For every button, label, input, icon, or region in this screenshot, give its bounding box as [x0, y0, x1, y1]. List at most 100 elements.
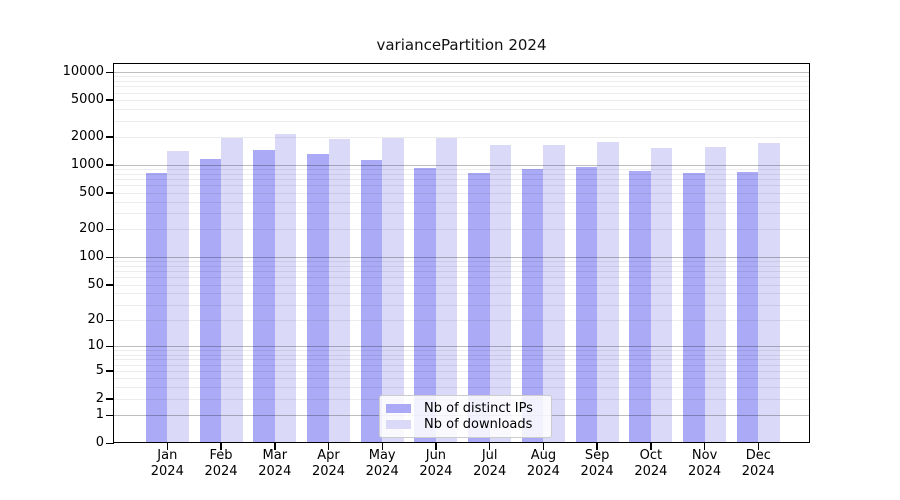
gridline-major — [114, 164, 809, 166]
gridline-minor — [114, 229, 809, 231]
bar-downloads — [758, 142, 780, 442]
x-tick-label-month: Dec — [745, 448, 771, 463]
gridline-minor — [114, 261, 809, 263]
x-tick-label-month: Apr — [317, 448, 340, 463]
gridline-minor — [114, 168, 809, 170]
bar-downloads — [274, 133, 297, 442]
x-tick-label: May 2024 — [352, 448, 412, 479]
y-tick-label: 100 — [79, 249, 104, 265]
y-tick-mark — [106, 136, 114, 138]
gridline-minor — [114, 76, 809, 78]
gridline-minor — [114, 185, 809, 187]
bar-distinct-ips — [468, 173, 490, 442]
x-tick-label-month: Aug — [530, 448, 557, 463]
gridline-minor — [114, 293, 809, 295]
bar-distinct-ips — [307, 154, 329, 442]
gridline-major — [114, 72, 809, 73]
x-tick-label: Nov 2024 — [675, 448, 735, 479]
gridline-minor — [114, 192, 809, 194]
x-tick-label-year: 2024 — [580, 463, 614, 479]
x-tick-mark — [757, 442, 760, 450]
y-tick-label: 0 — [95, 435, 104, 450]
gridline-minor — [114, 81, 809, 82]
gridline-minor — [114, 136, 809, 138]
x-tick-label-year: 2024 — [634, 463, 668, 479]
x-tick-label-month: Jan — [157, 448, 178, 463]
x-tick-label-year: 2024 — [311, 463, 346, 479]
y-tick-label: 20 — [87, 312, 104, 328]
bar-downloads — [435, 137, 458, 442]
x-tick-label-year: 2024 — [741, 463, 775, 479]
y-tick-label: 500 — [79, 184, 104, 200]
x-tick-mark — [274, 442, 276, 450]
legend-label: Nb of downloads — [424, 417, 533, 433]
x-tick-label: Jan 2024 — [137, 448, 197, 479]
gridline-minor — [114, 99, 809, 101]
x-tick-mark — [488, 442, 491, 450]
legend-swatch-distinct-ips — [386, 403, 411, 413]
y-tick-label: 5 — [95, 362, 104, 378]
gridline-minor — [114, 271, 809, 273]
y-tick-label: 5000 — [70, 91, 104, 107]
x-tick-mark — [596, 442, 598, 450]
bar-downloads — [543, 144, 565, 442]
bar-downloads — [704, 147, 727, 442]
y-tick-mark — [106, 164, 114, 166]
y-tick-label: 2000 — [70, 128, 104, 144]
x-tick-label-month: Mar — [262, 448, 288, 463]
y-tick-label: 2 — [95, 390, 104, 406]
x-tick-label-year: 2024 — [526, 463, 560, 479]
gridline-minor — [114, 364, 809, 366]
x-tick-label-month: Oct — [639, 448, 663, 463]
gridline-major — [114, 257, 809, 259]
y-tick-mark — [106, 228, 114, 231]
gridline-minor — [114, 387, 809, 389]
y-tick-label: 10000 — [62, 64, 104, 79]
y-tick-mark — [106, 192, 114, 194]
x-tick-mark — [327, 442, 330, 450]
x-tick-mark — [435, 442, 437, 450]
x-tick-label: Sep 2024 — [567, 448, 627, 479]
y-tick-mark — [106, 99, 114, 101]
gridline-minor — [114, 378, 809, 380]
gridline-minor — [114, 108, 809, 110]
gridline-minor — [114, 277, 809, 279]
x-tick-mark — [542, 442, 545, 450]
bar-distinct-ips — [253, 150, 275, 442]
gridline-minor — [114, 370, 809, 372]
x-tick-label-month: May — [368, 448, 396, 463]
y-tick-mark — [106, 71, 114, 73]
bar-downloads — [167, 151, 189, 442]
legend-swatch-downloads — [386, 420, 411, 430]
x-tick-label-year: 2024 — [204, 463, 238, 479]
legend: Nb of distinct IPs Nb of downloads — [379, 395, 552, 438]
x-tick-label: Apr 2024 — [299, 448, 359, 479]
gridline-minor — [114, 179, 809, 181]
bar-distinct-ips — [575, 167, 598, 442]
x-tick-label: Mar 2024 — [245, 448, 305, 479]
chart-title: variancePartition 2024 — [376, 36, 547, 54]
x-tick-label-month: Feb — [209, 448, 233, 463]
bar-downloads — [597, 141, 619, 442]
gridline-minor — [114, 284, 809, 286]
x-tick-label-year: 2024 — [258, 463, 292, 479]
x-tick-label: Jun 2024 — [406, 448, 466, 479]
x-tick-label: Jul 2024 — [460, 448, 520, 479]
bar-downloads — [650, 147, 673, 442]
bar-distinct-ips — [736, 172, 759, 442]
gridline-minor — [114, 359, 809, 361]
x-tick-label-month: Nov — [691, 448, 718, 463]
gridline-minor — [114, 86, 809, 88]
x-tick-label: Dec 2024 — [728, 448, 788, 479]
gridline-minor — [114, 350, 809, 352]
x-tick-label-month: Jun — [425, 448, 447, 463]
gridline-minor — [114, 213, 809, 215]
bar-distinct-ips — [683, 172, 705, 442]
y-tick-mark — [106, 442, 114, 444]
bar-distinct-ips — [414, 168, 436, 442]
bar-distinct-ips — [360, 159, 383, 442]
bar-downloads — [382, 138, 404, 442]
x-tick-label-year: 2024 — [419, 463, 453, 479]
x-tick-label-year: 2024 — [365, 463, 399, 479]
